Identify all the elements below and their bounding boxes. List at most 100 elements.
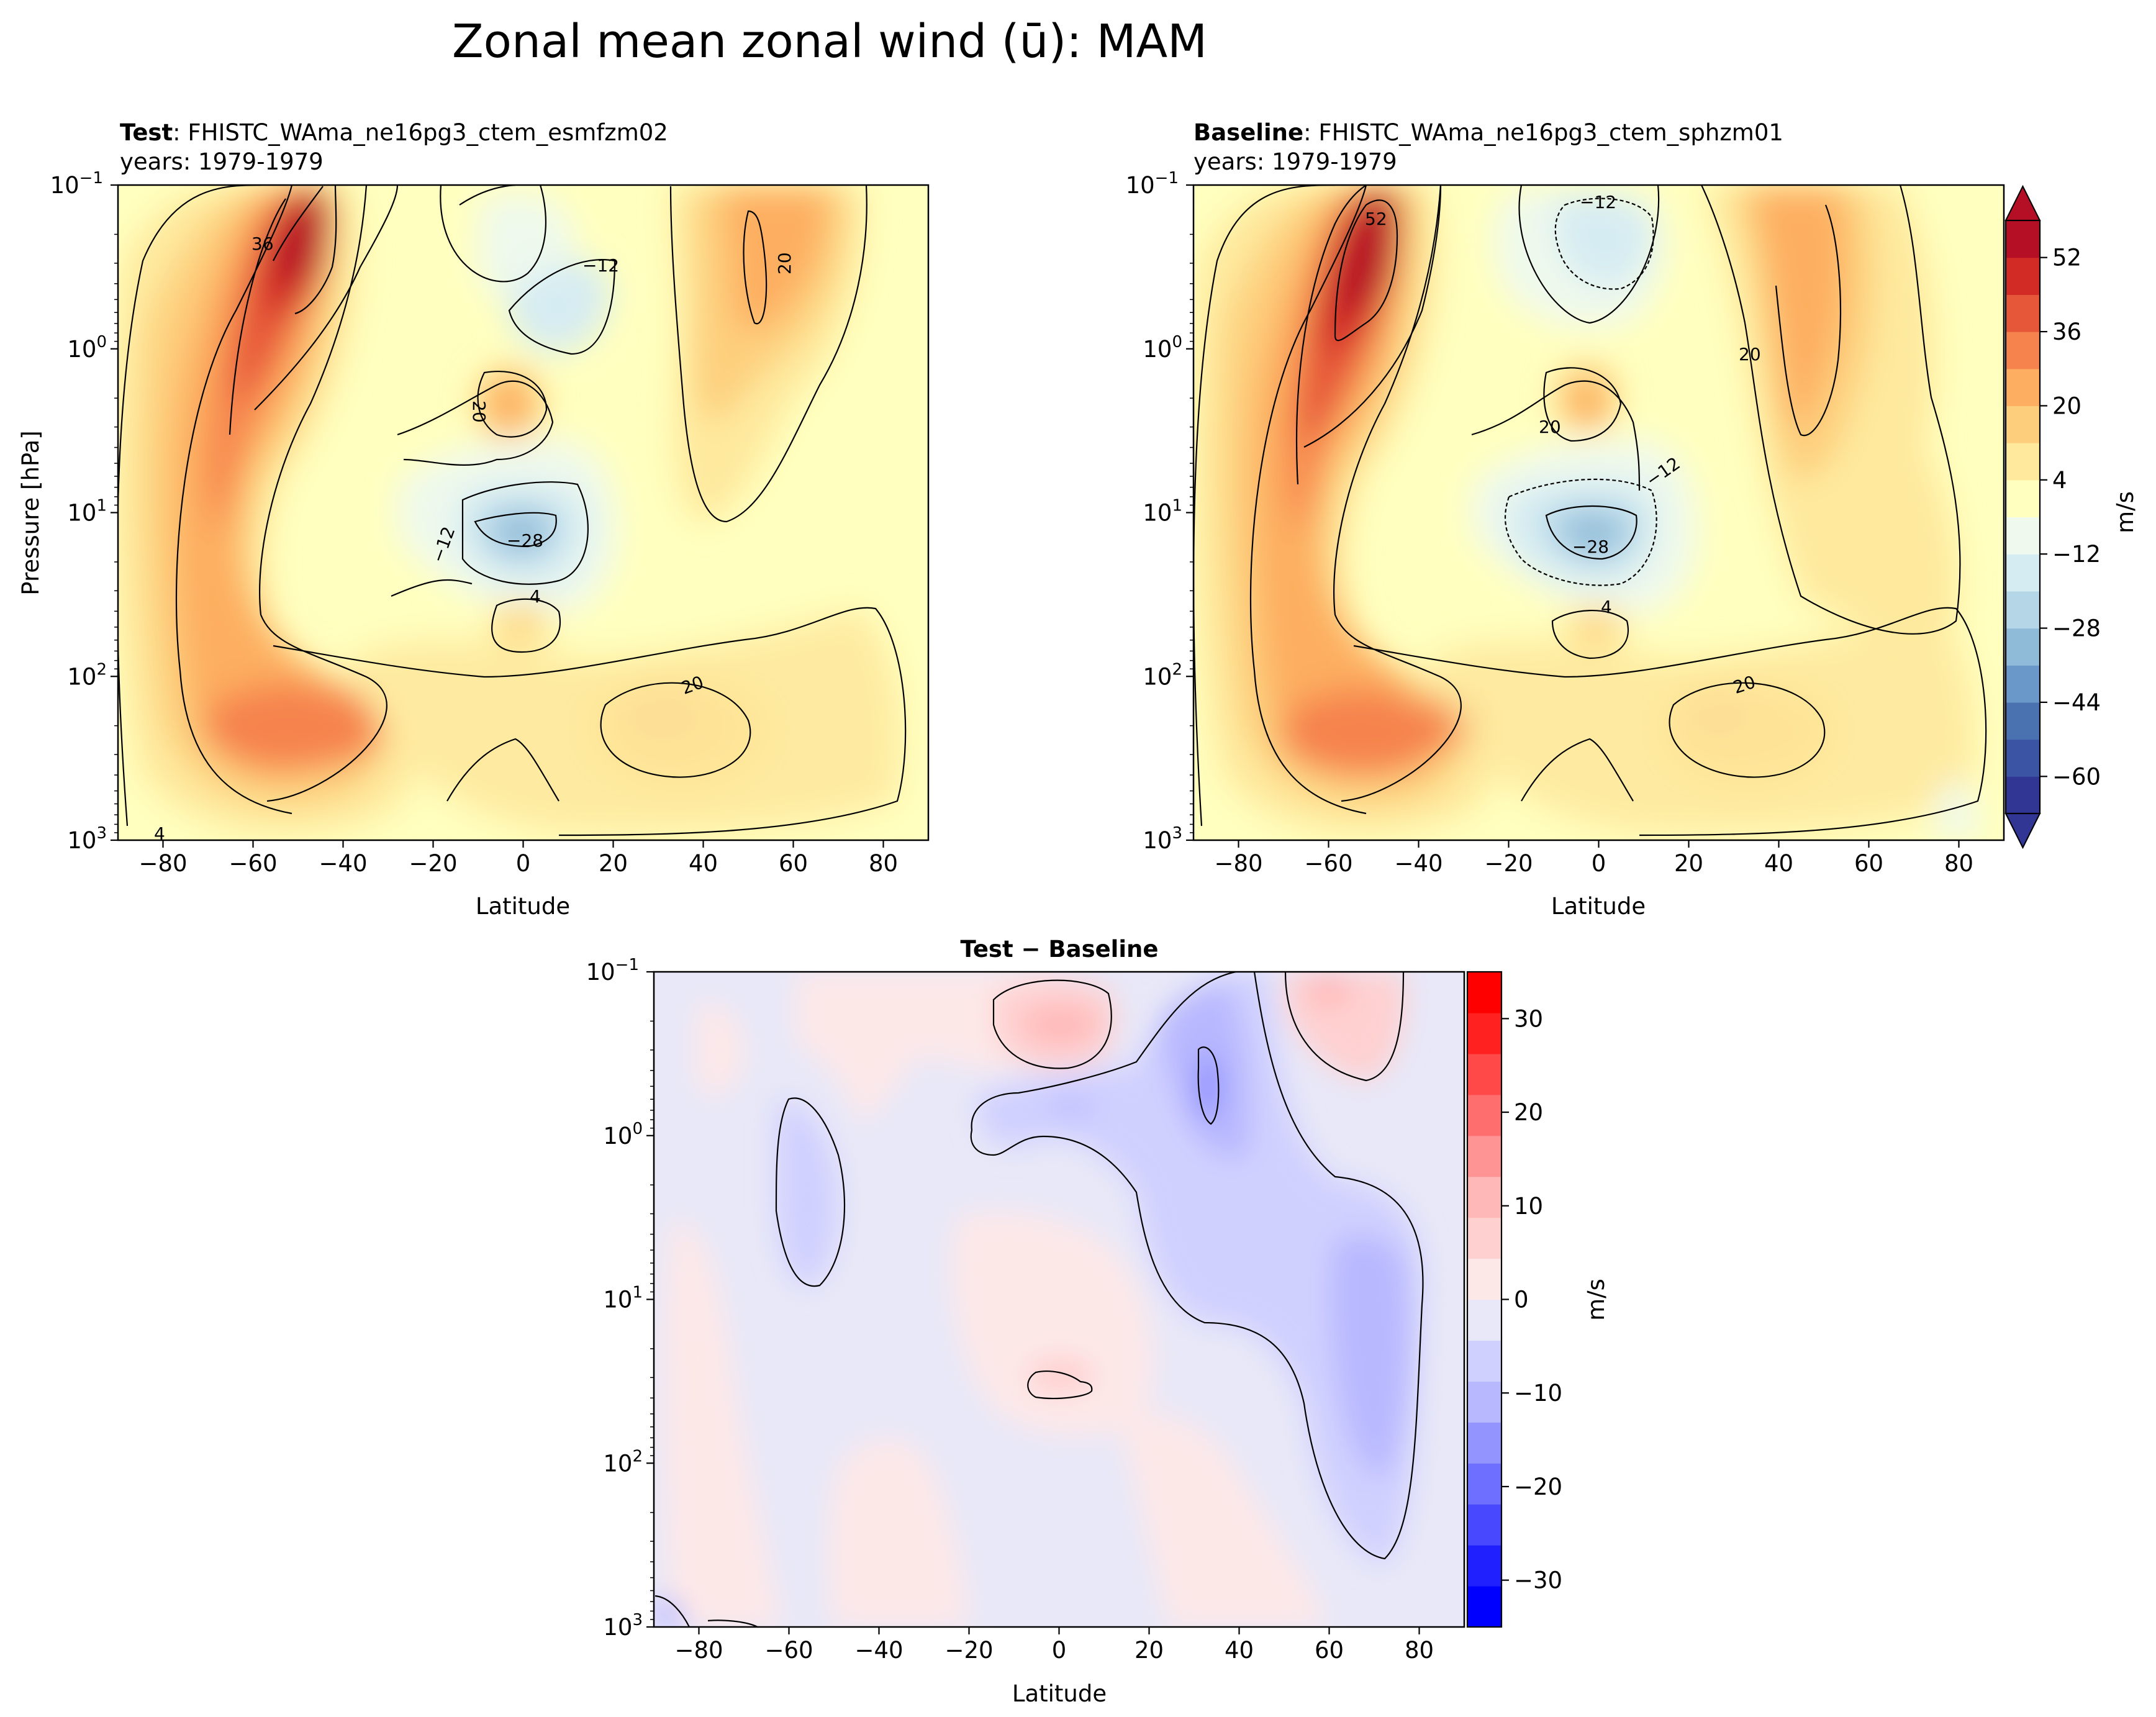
- x-tick-label: −20: [409, 850, 457, 877]
- test-title-rest: : FHISTC_WAma_ne16pg3_ctem_esmfzm02: [173, 119, 668, 146]
- y-tick-label: 10−1: [50, 169, 103, 199]
- y-tick-label: 102: [67, 660, 107, 690]
- x-tick-label: 40: [1225, 1637, 1254, 1664]
- x-tick-label: −20: [944, 1637, 993, 1664]
- colorbar-max-arrow: [2004, 184, 2041, 221]
- colorbar-swatch: [1467, 1340, 1502, 1382]
- colorbar-swatch: [1467, 1463, 1502, 1505]
- baseline-contour-label: −28: [1572, 537, 1609, 557]
- colorbar-tick-label: −60: [2052, 763, 2101, 790]
- x-tick-label: 80: [869, 850, 898, 877]
- difference-title: Test − Baseline: [961, 936, 1159, 963]
- colorbar-swatch: [2006, 479, 2040, 518]
- x-tick-label: −20: [1484, 850, 1533, 877]
- test-contour-label: 4: [154, 823, 165, 844]
- y-tick-label: 101: [603, 1284, 643, 1313]
- main-colorbar: 52 36 20 4 −12 −28 −44 −60: [2004, 184, 2101, 849]
- colorbar-tick-label: 36: [2052, 319, 2081, 345]
- test-subtitle: years: 1979-1979: [120, 148, 324, 175]
- colorbar-tick-label: −30: [1514, 1567, 1562, 1594]
- colorbar-swatch: [2006, 294, 2040, 332]
- colorbar-swatch: [1467, 1135, 1502, 1177]
- colorbar-swatch: [2006, 368, 2040, 407]
- x-tick-label: 80: [1405, 1637, 1434, 1664]
- baseline-title-rest: : FHISTC_WAma_ne16pg3_ctem_sphzm01: [1303, 119, 1783, 146]
- test-contour-label: −12: [582, 255, 619, 276]
- colorbar-swatch: [1467, 1176, 1502, 1218]
- colorbar-swatch: [1467, 1094, 1502, 1136]
- colorbar-tick-label: 4: [2052, 467, 2067, 494]
- main-colorbar-label: m/s: [2112, 491, 2139, 533]
- colorbar-swatch: [2006, 739, 2040, 777]
- difference-contours: [654, 972, 1424, 1627]
- x-tick-label: 0: [1052, 1637, 1067, 1664]
- x-tick-label: 20: [1135, 1637, 1164, 1664]
- x-tick-label: 60: [1854, 850, 1883, 877]
- x-tick-label: 40: [1764, 850, 1793, 877]
- difference-panel: Test − Baseline: [586, 936, 1465, 1707]
- colorbar-swatch: [1467, 1381, 1502, 1423]
- colorbar-tick-label: −28: [2052, 615, 2101, 642]
- x-tick-label: 80: [1944, 850, 1973, 877]
- colorbar-swatch: [2006, 665, 2040, 703]
- baseline-contour-label: 20: [1739, 344, 1761, 365]
- colorbar-swatch: [2006, 628, 2040, 666]
- baseline-contours: [1194, 185, 1987, 836]
- y-tick-label: 103: [603, 1611, 643, 1641]
- diff-colorbar-label: m/s: [1583, 1279, 1610, 1321]
- x-tick-label: 60: [1315, 1637, 1344, 1664]
- colorbar-tick-label: −20: [1514, 1474, 1562, 1500]
- x-tick-label: 60: [779, 850, 808, 877]
- colorbar-tick-label: 20: [1514, 1099, 1543, 1126]
- x-tick-label: −80: [138, 850, 187, 877]
- colorbar-tick-label: −44: [2052, 689, 2101, 716]
- test-contour-label: −28: [507, 530, 543, 551]
- test-contour-label: 20: [774, 252, 795, 274]
- difference-field: [654, 972, 1464, 1627]
- x-tick-label: 0: [516, 850, 531, 877]
- y-tick-label: 101: [1143, 497, 1182, 527]
- baseline-contour-label: 20: [1539, 417, 1561, 437]
- y-tick-label: 101: [67, 497, 107, 527]
- colorbar-swatch: [1467, 1012, 1502, 1054]
- x-tick-label: 0: [1592, 850, 1606, 877]
- baseline-xlabel: Latitude: [1551, 893, 1646, 920]
- x-tick-label: 20: [599, 850, 628, 877]
- test-contour-label: 20: [469, 401, 489, 423]
- colorbar-swatch: [1467, 1545, 1502, 1587]
- x-tick-label: −40: [319, 850, 367, 877]
- colorbar-swatch: [1467, 1299, 1502, 1341]
- colorbar-swatch: [1467, 1422, 1502, 1464]
- colorbar-swatch: [2006, 257, 2040, 295]
- baseline-title-bold: Baseline: [1194, 119, 1303, 146]
- colorbar-swatch: [2006, 332, 2040, 369]
- x-tick-label: −60: [764, 1637, 813, 1664]
- baseline-contour-label: 4: [1601, 597, 1612, 617]
- x-tick-label: 20: [1674, 850, 1703, 877]
- test-ylabel: Pressure [hPa]: [17, 430, 44, 595]
- colorbar-tick-label: 0: [1514, 1287, 1529, 1313]
- colorbar-min-arrow: [2004, 813, 2041, 849]
- y-tick-label: 102: [1143, 660, 1182, 690]
- colorbar-swatch: [2006, 776, 2040, 814]
- figure-title: Zonal mean zonal wind (ū): MAM: [452, 15, 1207, 68]
- colorbar-swatch: [1467, 972, 1502, 1013]
- colorbar-swatch: [2006, 702, 2040, 740]
- x-tick-label: −60: [229, 850, 277, 877]
- difference-xlabel: Latitude: [1012, 1680, 1107, 1707]
- y-tick-label: 103: [67, 824, 107, 854]
- colorbar-swatch: [1467, 1586, 1502, 1628]
- colorbar-tick-label: 20: [2052, 392, 2081, 419]
- y-tick-label: 102: [603, 1447, 643, 1477]
- y-tick-label: 100: [603, 1120, 643, 1149]
- colorbar-swatch: [2006, 591, 2040, 629]
- colorbar-swatch: [1467, 1504, 1502, 1546]
- colorbar-swatch: [2006, 443, 2040, 481]
- test-contour-label: 36: [251, 233, 274, 254]
- test-contour-label: 4: [530, 586, 541, 607]
- baseline-subtitle: years: 1979-1979: [1194, 148, 1397, 175]
- baseline-panel: Baseline: FHISTC_WAma_ne16pg3_ctem_sphzm…: [1126, 119, 2005, 920]
- colorbar-swatch: [2006, 405, 2040, 443]
- x-tick-label: −80: [674, 1637, 723, 1664]
- test-title-bold: Test: [120, 119, 173, 146]
